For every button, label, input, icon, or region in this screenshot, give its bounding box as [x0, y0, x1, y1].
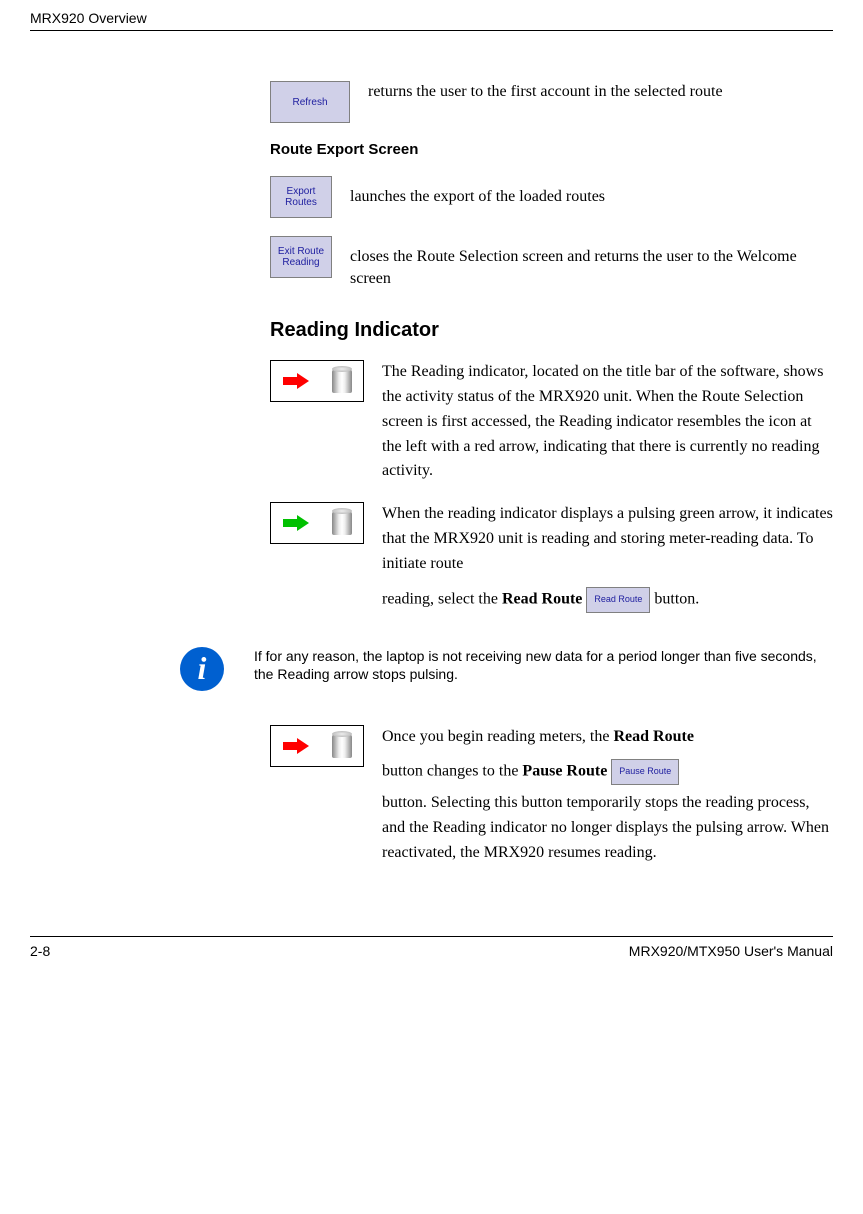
pause-route-button[interactable]: Pause Route — [611, 759, 679, 785]
database-icon — [332, 734, 352, 758]
read-route-label: Read Route — [594, 595, 642, 605]
database-icon — [332, 369, 352, 393]
reading-para-3b-bold: Pause Route — [522, 763, 607, 780]
footer-manual-title: MRX920/MTX950 User's Manual — [629, 943, 833, 959]
export-label-2: Routes — [285, 197, 317, 208]
info-icon: i — [180, 647, 224, 691]
reading-indicator-red-icon-2 — [270, 725, 364, 767]
page-header: MRX920 Overview — [30, 0, 833, 31]
exit-description: closes the Route Selection screen and re… — [350, 236, 833, 289]
reading-para-3b-pre: button changes to the — [382, 763, 522, 780]
reading-para-2b-pre: reading, select the — [382, 590, 502, 607]
arrow-green-icon — [283, 516, 309, 530]
refresh-description: returns the user to the first account in… — [368, 81, 833, 103]
arrow-red-icon — [283, 739, 309, 753]
read-route-button[interactable]: Read Route — [586, 587, 650, 613]
export-label-1: Export — [287, 186, 316, 197]
reading-para-2b-bold: Read Route — [502, 590, 582, 607]
refresh-button-label: Refresh — [292, 97, 327, 108]
reading-para-3: Once you begin reading meters, the Read … — [382, 725, 833, 866]
refresh-button[interactable]: Refresh — [270, 81, 350, 123]
export-description: launches the export of the loaded routes — [350, 176, 833, 208]
exit-label-1: Exit Route — [278, 246, 324, 257]
reading-indicator-green-icon — [270, 502, 364, 544]
reading-indicator-heading: Reading Indicator — [270, 319, 833, 342]
refresh-row: Refresh returns the user to the first ac… — [270, 81, 833, 123]
header-left: MRX920 Overview — [30, 10, 147, 26]
route-export-subheading: Route Export Screen — [270, 141, 833, 158]
main-content: Refresh returns the user to the first ac… — [270, 31, 833, 866]
reading-para-2: When the reading indicator displays a pu… — [382, 502, 833, 612]
reading-para-2a: When the reading indicator displays a pu… — [382, 505, 833, 572]
arrow-red-icon — [283, 374, 309, 388]
pause-indicator-row: Once you begin reading meters, the Read … — [270, 725, 833, 866]
exit-route-reading-button[interactable]: Exit Route Reading — [270, 236, 332, 278]
info-note-text: If for any reason, the laptop is not rec… — [254, 647, 833, 685]
info-note-row: i If for any reason, the laptop is not r… — [180, 647, 833, 691]
exit-label-2: Reading — [282, 257, 319, 268]
footer-page-number: 2-8 — [30, 943, 50, 959]
reading-para-2b-post: button. — [650, 590, 699, 607]
reading-para-3a-bold: Read Route — [613, 728, 693, 745]
export-routes-button[interactable]: Export Routes — [270, 176, 332, 218]
database-icon — [332, 511, 352, 535]
pause-route-label: Pause Route — [619, 767, 671, 777]
red-indicator-row: The Reading indicator, located on the ti… — [270, 360, 833, 484]
reading-para-1: The Reading indicator, located on the ti… — [382, 360, 833, 484]
green-indicator-row: When the reading indicator displays a pu… — [270, 502, 833, 612]
exit-row: Exit Route Reading closes the Route Sele… — [270, 236, 833, 289]
reading-para-3a-pre: Once you begin reading meters, the — [382, 728, 613, 745]
page-footer: 2-8 MRX920/MTX950 User's Manual — [30, 936, 833, 973]
reading-para-3c: button. Selecting this button temporaril… — [382, 794, 829, 861]
export-row: Export Routes launches the export of the… — [270, 176, 833, 218]
reading-indicator-red-icon — [270, 360, 364, 402]
